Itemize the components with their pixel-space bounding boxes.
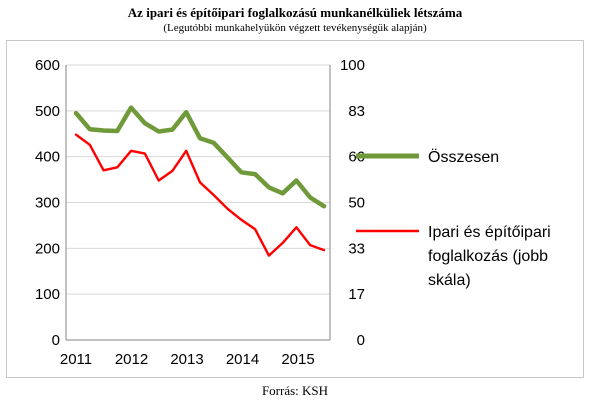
x-tick-label: 2011 [60, 351, 92, 368]
left-y-axis-ticks: 0 100 200 300 400 500 600 [35, 57, 60, 349]
series-lines [73, 105, 327, 257]
y-left-tick-label: 0 [52, 332, 60, 349]
x-tick-label: 2014 [226, 351, 259, 368]
legend-label: Összesen [428, 148, 499, 166]
right-y-axis-ticks: 01733506683100 [340, 57, 365, 349]
y-left-tick-label: 500 [35, 103, 60, 120]
y-right-tick-label: 50 [348, 195, 365, 212]
y-left-tick-label: 400 [35, 149, 60, 166]
y-right-tick-label: 17 [348, 286, 365, 303]
x-tick-label: 2015 [281, 351, 314, 368]
chart-subtitle: (Legutóbbi munkahelyükön végzett tevéken… [163, 22, 427, 34]
series-line-total [73, 105, 327, 209]
y-right-tick-label: 33 [348, 240, 365, 257]
legend-label: foglalkozás (jobb [428, 248, 548, 265]
x-axis-ticks: 2011 2012 2013 2014 2015 [60, 351, 315, 368]
legend-label: skála) [428, 272, 471, 289]
legend-label: Ipari és építőipari [428, 224, 551, 241]
gridlines [66, 64, 330, 295]
chart-frame [6, 40, 584, 378]
y-left-tick-label: 600 [35, 57, 60, 74]
chart-title: Az ipari és építőipari foglalkozású munk… [127, 5, 463, 20]
y-right-tick-label: 100 [340, 57, 365, 74]
series-line-industrial [74, 133, 326, 257]
x-tick-label: 2012 [115, 351, 148, 368]
axes [65, 65, 331, 341]
y-right-tick-label: 0 [357, 332, 365, 349]
legend: Összesen Ipari és építőipari foglalkozás (… [356, 148, 551, 289]
y-right-tick-label: 83 [348, 103, 365, 120]
source-note: Forrás: KSH [261, 383, 329, 398]
y-left-tick-label: 300 [35, 195, 60, 212]
x-tick-label: 2013 [170, 351, 203, 368]
y-left-tick-label: 200 [35, 240, 60, 257]
y-left-tick-label: 100 [35, 286, 60, 303]
